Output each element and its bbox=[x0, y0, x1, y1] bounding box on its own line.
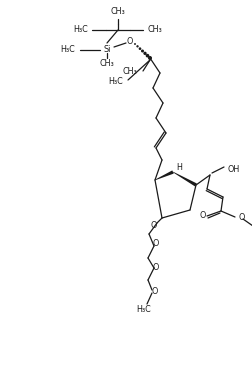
Text: H₃C: H₃C bbox=[73, 26, 88, 34]
Text: CH₃: CH₃ bbox=[110, 6, 125, 16]
Text: CH₃: CH₃ bbox=[99, 58, 114, 68]
Circle shape bbox=[143, 52, 145, 54]
Text: Si: Si bbox=[103, 45, 110, 55]
Circle shape bbox=[146, 55, 148, 57]
Polygon shape bbox=[154, 170, 173, 180]
Text: O: O bbox=[152, 262, 159, 272]
Text: O: O bbox=[199, 212, 205, 220]
Text: CH₃: CH₃ bbox=[122, 68, 137, 76]
Text: O: O bbox=[238, 214, 244, 222]
Text: O: O bbox=[150, 222, 156, 230]
Text: CH₃: CH₃ bbox=[147, 26, 162, 34]
Text: H₃C: H₃C bbox=[60, 45, 75, 55]
Text: H₃C: H₃C bbox=[136, 306, 151, 314]
Circle shape bbox=[148, 57, 151, 59]
Text: H: H bbox=[175, 163, 181, 173]
Text: O: O bbox=[152, 240, 159, 249]
Text: O: O bbox=[151, 288, 158, 296]
Circle shape bbox=[139, 48, 140, 49]
Text: CH₃: CH₃ bbox=[251, 227, 252, 235]
Text: O: O bbox=[126, 37, 133, 45]
Circle shape bbox=[141, 50, 143, 52]
Polygon shape bbox=[172, 172, 196, 186]
Text: H₃C: H₃C bbox=[108, 76, 122, 86]
Text: OH: OH bbox=[227, 165, 239, 175]
